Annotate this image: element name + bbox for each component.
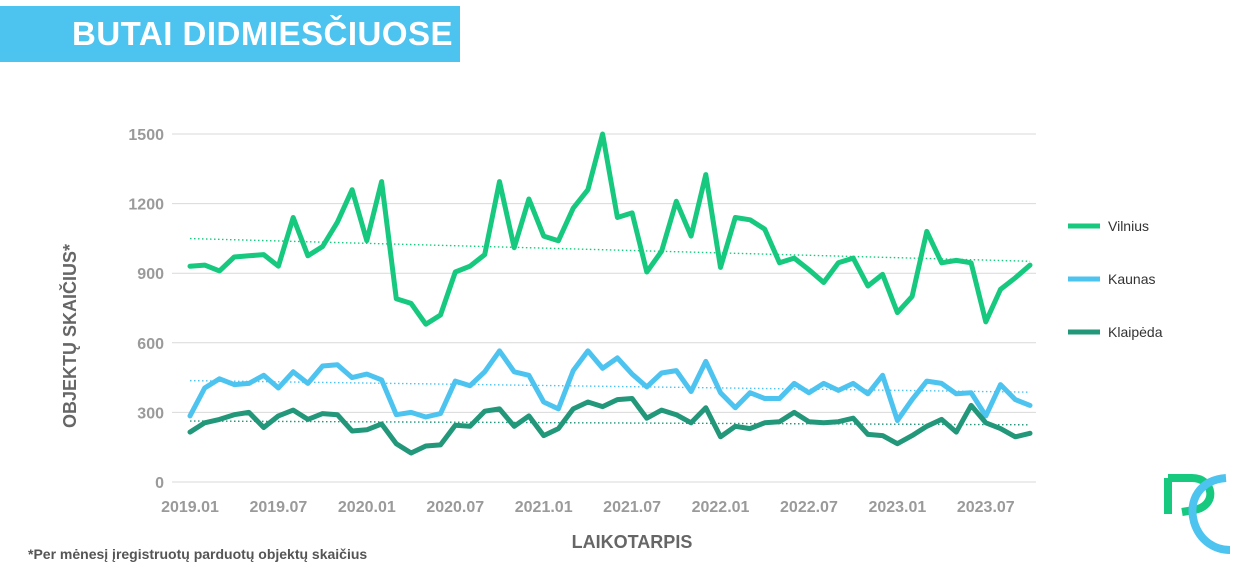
page-title: BUTAI DIDMIESČIUOSE [72, 15, 454, 52]
legend-label: Kaunas [1108, 271, 1155, 287]
y-tick-label: 0 [155, 475, 164, 492]
y-axis-label: OBJEKTŲ SKAIČIUS* [59, 244, 80, 428]
y-tick-label: 1500 [128, 127, 164, 144]
title-banner [0, 6, 460, 62]
y-tick-label: 600 [137, 336, 164, 353]
x-tick-label: 2020.07 [426, 499, 484, 516]
x-tick-label: 2023.01 [868, 499, 926, 516]
series-line-kaunas [187, 348, 1033, 423]
footnote: *Per mėnesį įregistruotų parduotų objekt… [28, 546, 368, 562]
x-tick-label: 2021.01 [515, 499, 573, 516]
x-tick-label: 2022.07 [780, 499, 838, 516]
x-tick-label: 2022.01 [692, 499, 750, 516]
series-line-klaipėda [187, 396, 1033, 456]
legend-label: Klaipėda [1108, 324, 1163, 340]
x-axis-ticks: 2019.01 2019.07 2020.01 2020.07 2021.01 2021.… [161, 499, 1015, 516]
x-tick-label: 2021.07 [603, 499, 661, 516]
trendlines [189, 237, 1031, 426]
trendline-kaunas [189, 379, 1031, 393]
trendline-klaipėda [189, 420, 1031, 426]
trendline-vilnius [189, 237, 1031, 262]
series-line-vilnius [187, 131, 1033, 327]
x-tick-label: 2019.01 [161, 499, 219, 516]
legend: Vilnius Kaunas Klaipėda [1068, 218, 1163, 340]
company-logo [1164, 474, 1231, 554]
grid [172, 133, 1036, 483]
y-tick-label: 300 [137, 405, 164, 422]
series-lines [187, 131, 1033, 456]
y-tick-label: 1200 [128, 197, 164, 214]
x-tick-label: 2020.01 [338, 499, 396, 516]
y-axis-ticks: 0 300 600 900 1200 1500 [128, 127, 164, 492]
y-tick-label: 900 [137, 266, 164, 283]
legend-label: Vilnius [1108, 218, 1149, 234]
x-axis-label: LAIKOTARPIS [572, 532, 693, 552]
x-tick-label: 2023.07 [957, 499, 1015, 516]
x-tick-label: 2019.07 [249, 499, 307, 516]
